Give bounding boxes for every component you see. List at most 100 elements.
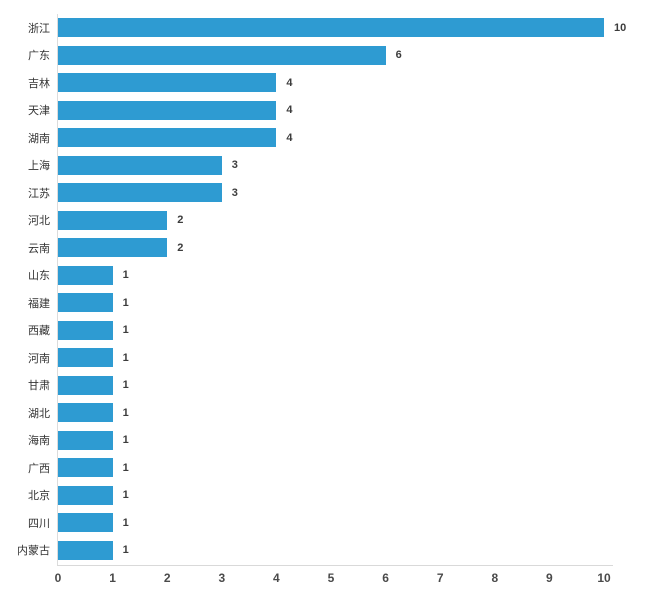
bar-row: 甘肃 1 [0,372,667,400]
bar-row: 吉林 4 [0,69,667,97]
category-label: 四川 [28,517,50,530]
value-label: 1 [122,406,129,419]
bar-track: 1 [58,265,667,285]
bar-row: 四川 1 [0,509,667,537]
bar-row: 内蒙古 1 [0,537,667,565]
x-axis: 0 1 2 3 4 5 6 7 8 9 10 [54,571,611,587]
bar-row: 广东 6 [0,42,667,70]
bar [58,183,222,203]
value-label: 1 [122,516,129,529]
bar-row: 海南 1 [0,427,667,455]
value-label: 3 [231,159,238,172]
value-label: 1 [122,324,129,337]
bar-row: 河南 1 [0,344,667,372]
bar [58,293,113,313]
bar-row: 福建 1 [0,289,667,317]
x-tick-label: 3 [218,571,226,585]
x-tick-label: 4 [273,571,280,585]
bar-track: 2 [58,238,667,258]
bar-row: 湖南 4 [0,124,667,152]
bar-track: 1 [58,513,667,533]
bar-track: 3 [58,183,667,203]
value-label: 4 [286,76,293,89]
x-tick-label: 2 [163,571,171,585]
bar-row: 天津 4 [0,97,667,125]
value-label: 4 [286,104,293,117]
bar [58,458,113,478]
category-label: 内蒙古 [17,545,50,558]
category-label: 西藏 [28,325,50,338]
y-axis-line [57,14,58,565]
bar [58,320,113,340]
bar [58,265,113,285]
category-label: 湖南 [28,132,50,145]
bar [58,18,604,38]
bar-track: 4 [58,73,667,93]
x-tick-label: 10 [597,571,611,585]
bar-track: 2 [58,210,667,230]
bar-row: 上海 3 [0,152,667,180]
bar-track: 1 [58,485,667,505]
bar [58,100,277,120]
value-label: 1 [122,434,129,447]
bar [58,238,168,258]
x-axis-line [57,565,613,566]
bar [58,403,113,423]
value-label: 4 [286,131,293,144]
bar [58,155,222,175]
category-label: 湖北 [28,407,50,420]
bar-rows: 浙江 10 广东 6 吉林 4 天津 4 湖南 4 上海 [0,14,667,564]
category-label: 甘肃 [28,380,50,393]
bar [58,348,113,368]
bar-track: 10 [58,18,667,38]
bar-track: 1 [58,458,667,478]
category-label: 河北 [28,215,50,228]
bar [58,210,168,230]
bar-row: 河北 2 [0,207,667,235]
value-label: 1 [122,351,129,364]
bar-track: 1 [58,430,667,450]
bar [58,513,113,533]
x-tick-label: 8 [491,571,499,585]
bar-row: 广西 1 [0,454,667,482]
category-label: 天津 [28,105,50,118]
bar [58,430,113,450]
bar [58,73,277,93]
bar-track: 1 [58,375,667,395]
bar [58,128,277,148]
category-label: 北京 [28,490,50,503]
bar-row: 山东 1 [0,262,667,290]
x-tick-label: 5 [327,571,335,585]
x-tick-label: 0 [54,571,62,585]
category-label: 山东 [28,270,50,283]
category-label: 广西 [28,462,50,475]
category-label: 云南 [28,242,50,255]
value-label: 1 [122,269,129,282]
value-label: 6 [395,49,402,62]
bar-track: 4 [58,128,667,148]
bar-track: 1 [58,320,667,340]
value-label: 1 [122,461,129,474]
bar-track: 1 [58,348,667,368]
value-label: 2 [177,241,184,254]
bar-row: 西藏 1 [0,317,667,345]
bar [58,45,386,65]
x-tick-label: 1 [109,571,116,585]
bar-track: 6 [58,45,667,65]
category-label: 海南 [28,435,50,448]
bar-track: 1 [58,540,667,560]
bar-row: 北京 1 [0,482,667,510]
category-label: 福建 [28,297,50,310]
bar [58,485,113,505]
value-label: 3 [231,186,238,199]
bar-track: 1 [58,403,667,423]
category-label: 浙江 [28,22,50,35]
value-label: 2 [177,214,184,227]
bar [58,540,113,560]
bar-row: 云南 2 [0,234,667,262]
x-tick-label: 7 [436,571,444,585]
bar-row: 江苏 3 [0,179,667,207]
category-label: 江苏 [28,187,50,200]
category-label: 吉林 [28,77,50,90]
